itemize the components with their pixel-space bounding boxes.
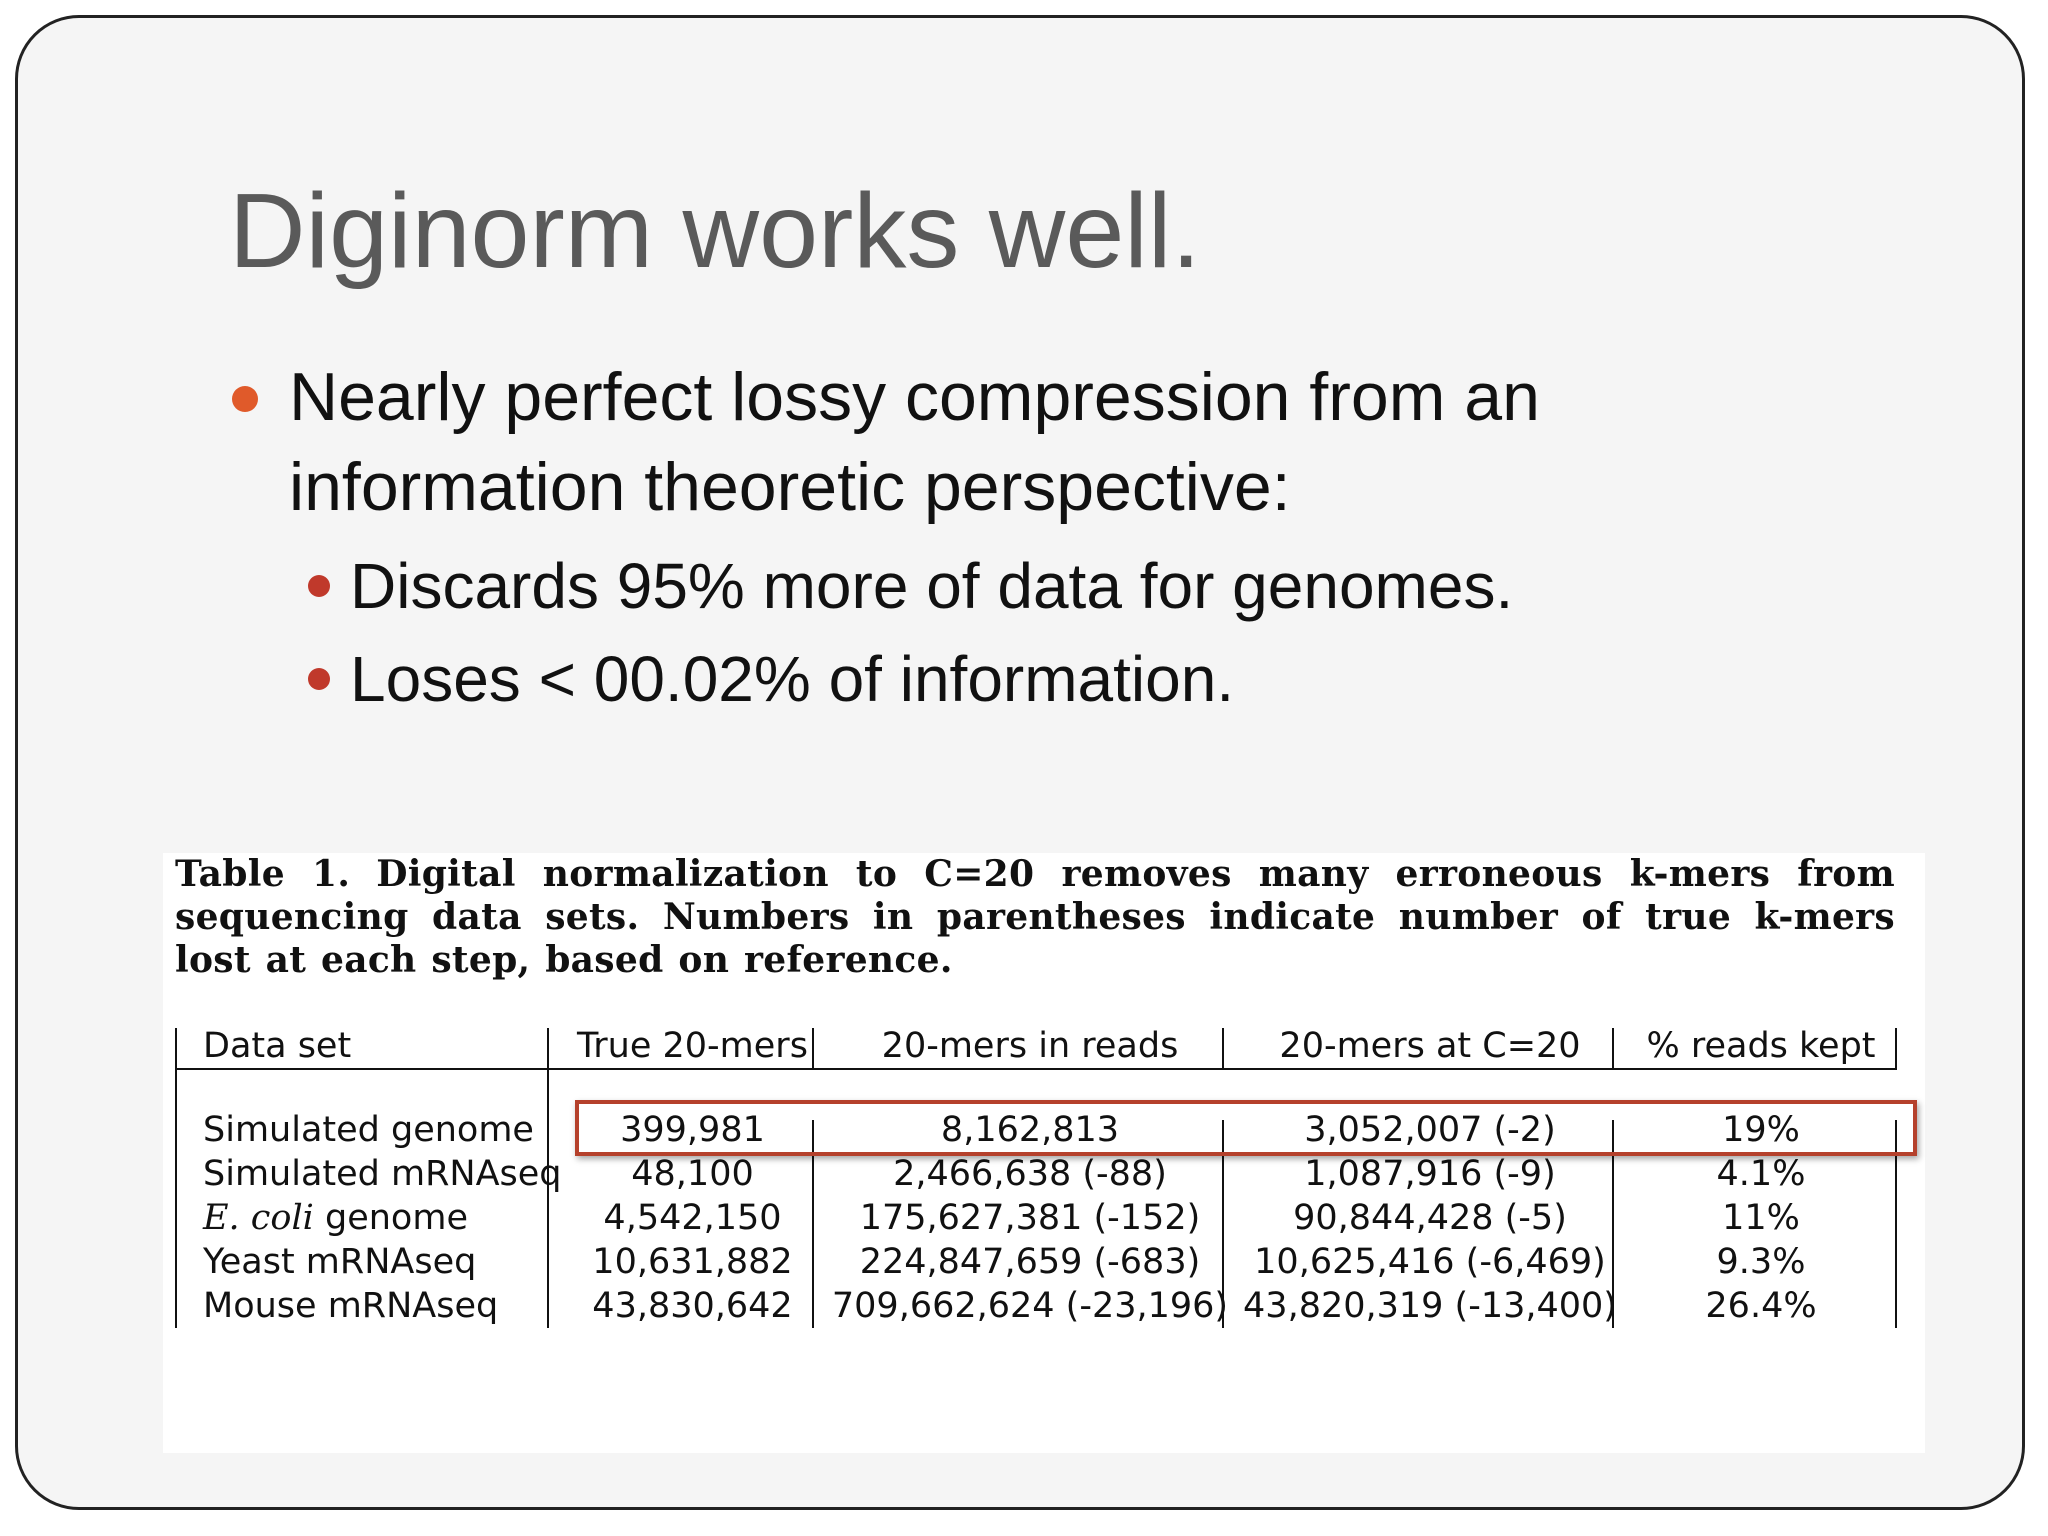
column-header: 20-mers at C=20 <box>1279 1026 1581 1066</box>
column-header: Data set <box>203 1026 352 1066</box>
table-column-divider <box>1612 1028 1614 1068</box>
table-row: E. coli genome 4,542,150 175,627,381 (-1… <box>175 1196 1897 1240</box>
dataset-cell: Yeast mRNAseq <box>203 1242 477 1282</box>
table-row: Simulated mRNAseq 48,100 2,466,638 (-88)… <box>175 1152 1897 1196</box>
slide: Diginorm works well. Nearly perfect loss… <box>15 15 2025 1510</box>
table-caption-text: Digital normalization to C=20 removes ma… <box>175 853 1895 981</box>
table-border-right <box>1895 1120 1897 1328</box>
table-header-row: Data set True 20-mers 20-mers in reads 2… <box>175 1024 1897 1068</box>
table-column-divider <box>1612 1120 1614 1328</box>
true-20mers-cell: 10,631,882 <box>592 1242 793 1282</box>
table-row: Yeast mRNAseq 10,631,882 224,847,659 (-6… <box>175 1240 1897 1284</box>
in-reads-cell: 175,627,381 (-152) <box>859 1198 1201 1238</box>
bullet-item-3: Loses < 00.02% of information. <box>350 643 1235 715</box>
dataset-cell: Simulated mRNAseq <box>203 1154 562 1194</box>
in-reads-cell: 224,847,659 (-683) <box>859 1242 1201 1282</box>
table-row: Mouse mRNAseq 43,830,642 709,662,624 (-2… <box>175 1284 1897 1328</box>
bullet-item-1-line-2: information theoretic perspective: <box>289 449 1291 525</box>
table-figure: Table 1. Digital normalization to C=20 r… <box>163 853 1925 1453</box>
in-reads-cell: 2,466,638 (-88) <box>893 1154 1167 1194</box>
dataset-suffix: genome <box>313 1198 468 1238</box>
reads-kept-cell: 4.1% <box>1716 1154 1806 1194</box>
bullet-item-2: Discards 95% more of data for genomes. <box>350 550 1514 622</box>
in-reads-cell: 8,162,813 <box>940 1110 1120 1150</box>
table-column-divider <box>1222 1028 1224 1068</box>
table-column-divider <box>1222 1120 1224 1328</box>
reads-kept-cell: 19% <box>1722 1110 1800 1150</box>
table-caption: Table 1. Digital normalization to C=20 r… <box>175 853 1895 982</box>
table-row: Simulated genome 399,981 8,162,813 3,052… <box>175 1108 1897 1152</box>
bullet-dot-icon <box>232 386 258 412</box>
at-c20-cell: 3,052,007 (-2) <box>1304 1110 1556 1150</box>
column-header: True 20-mers <box>577 1026 808 1066</box>
true-20mers-cell: 48,100 <box>631 1154 754 1194</box>
reads-kept-cell: 26.4% <box>1705 1286 1817 1326</box>
true-20mers-cell: 4,542,150 <box>603 1198 782 1238</box>
table-border-right <box>1895 1028 1897 1068</box>
true-20mers-cell: 43,830,642 <box>592 1286 793 1326</box>
column-header: 20-mers in reads <box>881 1026 1179 1066</box>
dataset-italic: E. coli <box>203 1198 314 1238</box>
reads-kept-cell: 11% <box>1722 1198 1800 1238</box>
table-caption-label: Table 1. <box>175 853 351 895</box>
bullet-dot-icon <box>308 668 330 690</box>
in-reads-cell: 709,662,624 (-23,196) <box>831 1286 1229 1326</box>
table-column-divider <box>812 1120 814 1328</box>
at-c20-cell: 43,820,319 (-13,400) <box>1243 1286 1617 1326</box>
table-border-left <box>175 1028 177 1328</box>
dataset-cell: Simulated genome <box>203 1110 534 1150</box>
dataset-cell: Mouse mRNAseq <box>203 1286 499 1326</box>
table-header-rule <box>175 1068 1897 1070</box>
column-header: % reads kept <box>1646 1026 1876 1066</box>
at-c20-cell: 10,625,416 (-6,469) <box>1254 1242 1606 1282</box>
slide-title: Diginorm works well. <box>229 172 1201 290</box>
table-column-divider <box>547 1028 549 1328</box>
bullet-item-1-line-1: Nearly perfect lossy compression from an <box>289 359 1540 435</box>
highlight-box <box>575 1100 1917 1156</box>
reads-kept-cell: 9.3% <box>1716 1242 1806 1282</box>
true-20mers-cell: 399,981 <box>620 1110 765 1150</box>
at-c20-cell: 90,844,428 (-5) <box>1293 1198 1567 1238</box>
bullet-dot-icon <box>308 575 330 597</box>
at-c20-cell: 1,087,916 (-9) <box>1304 1154 1556 1194</box>
dataset-cell: E. coli genome <box>203 1196 468 1240</box>
table-column-divider <box>812 1028 814 1068</box>
